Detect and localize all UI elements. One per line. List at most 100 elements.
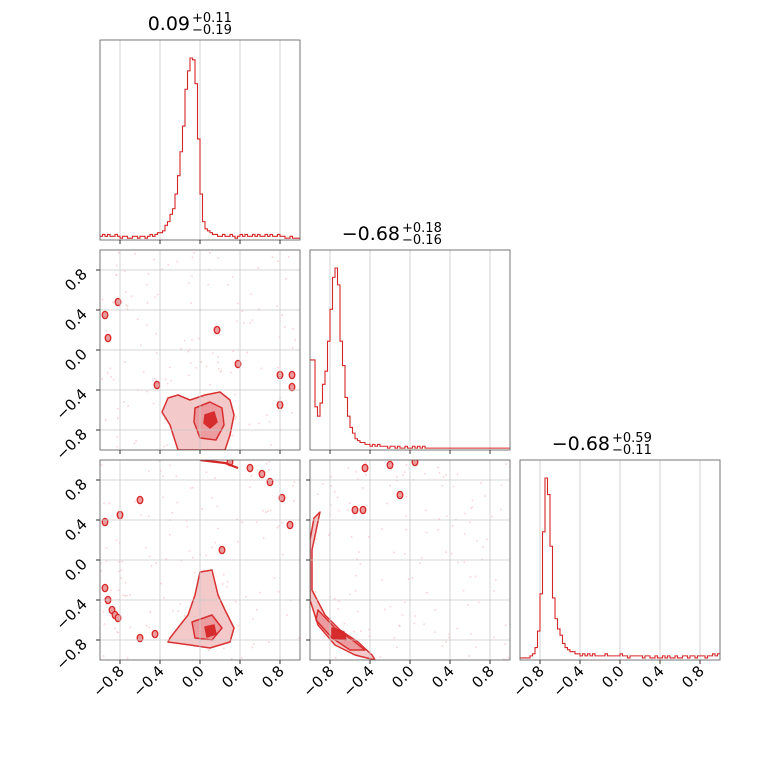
marginal-titles: 0.09 +0.11−0.19−0.68 +0.18−0.16−0.68 +0.59−… [148, 11, 652, 458]
sample-point [180, 348, 183, 350]
x-tick-label: 0.0 [388, 662, 418, 692]
sample-point [445, 640, 447, 643]
contour-island [286, 520, 294, 530]
contour-island [288, 382, 296, 392]
sample-point [452, 525, 454, 527]
sample-point [226, 580, 229, 583]
sample-point [117, 407, 119, 410]
sample-point [268, 641, 270, 643]
sample-point [276, 305, 279, 308]
sample-point [298, 637, 300, 639]
sample-point [462, 589, 465, 592]
sample-point [265, 463, 268, 465]
sample-point [207, 283, 210, 286]
sample-point [411, 577, 414, 579]
sample-point [159, 470, 162, 472]
sample-point [205, 365, 208, 368]
sample-point [160, 582, 162, 585]
sample-point [314, 591, 317, 593]
sample-point [425, 591, 428, 594]
sample-point [405, 528, 407, 531]
y-tick-label: 0.8 [61, 475, 91, 505]
sample-point [154, 296, 156, 299]
sample-point [241, 521, 243, 523]
sample-point [234, 418, 236, 421]
sample-point [251, 319, 254, 322]
sample-point [146, 302, 149, 304]
sample-point [249, 321, 252, 324]
x-tick-label: 0.8 [468, 662, 498, 692]
sample-point [189, 487, 192, 489]
sample-point [450, 552, 453, 555]
sample-point [294, 339, 297, 341]
sample-point [145, 624, 148, 627]
grid-lines [100, 40, 701, 660]
sample-point [200, 361, 203, 363]
contour-island [234, 359, 242, 369]
sample-point [169, 533, 171, 536]
sample-point [327, 534, 330, 536]
sample-point [135, 439, 137, 442]
sample-point [165, 557, 168, 560]
contour-island [213, 325, 221, 335]
sample-point [250, 293, 252, 296]
sample-point [145, 546, 147, 549]
sample-point [287, 256, 290, 258]
sample-point [124, 361, 126, 363]
sample-point [121, 560, 124, 563]
sample-point [456, 627, 459, 630]
sample-point [477, 601, 480, 604]
sample-point [464, 512, 467, 515]
contour-core [204, 624, 217, 638]
contour-island [361, 463, 369, 473]
sample-point [452, 485, 455, 488]
x-tick-label: 0.4 [218, 662, 248, 692]
sample-point [217, 361, 219, 364]
sample-point [100, 569, 102, 572]
sample-point [467, 604, 469, 606]
contour-island [151, 629, 159, 639]
title-param-3: −0.68 +0.59−0.11 [552, 431, 652, 458]
sample-point [343, 622, 346, 625]
sample-point [292, 485, 294, 487]
sample-point [405, 514, 407, 517]
sample-point [103, 502, 105, 505]
sample-point [166, 444, 168, 447]
y-tick-label: −0.4 [52, 385, 90, 423]
sample-point [425, 509, 427, 512]
x-tick-label: −0.8 [89, 662, 127, 700]
sample-point [205, 554, 208, 557]
sample-point [355, 574, 357, 577]
sample-point [281, 553, 284, 556]
sample-point [214, 477, 216, 479]
sample-point [256, 521, 258, 523]
x-tick-label: −0.4 [129, 662, 167, 700]
sample-point [262, 537, 265, 539]
title-lower-error: −0.19 [192, 23, 232, 38]
sample-point [150, 565, 153, 567]
sample-point [486, 538, 488, 541]
sample-point [126, 657, 129, 660]
sample-point [381, 579, 383, 581]
sample-point [347, 467, 350, 469]
sample-point [234, 393, 236, 396]
x-tick-label: 0.4 [638, 662, 668, 692]
sample-point [134, 500, 136, 503]
sample-point [420, 556, 423, 559]
sample-point [243, 322, 245, 324]
sample-point [179, 603, 182, 605]
x-tick-label: 0.0 [178, 662, 208, 692]
sample-point [292, 328, 294, 330]
sample-point [384, 608, 387, 611]
sample-point [389, 485, 391, 487]
sample-point [223, 573, 225, 576]
sample-point [170, 379, 172, 382]
sample-point [140, 514, 142, 516]
sample-point [480, 482, 482, 484]
title-value: 0.09 [148, 13, 190, 35]
sample-point [100, 562, 102, 565]
sample-point [143, 371, 145, 373]
sample-point [493, 636, 495, 639]
contour-island [101, 310, 109, 320]
